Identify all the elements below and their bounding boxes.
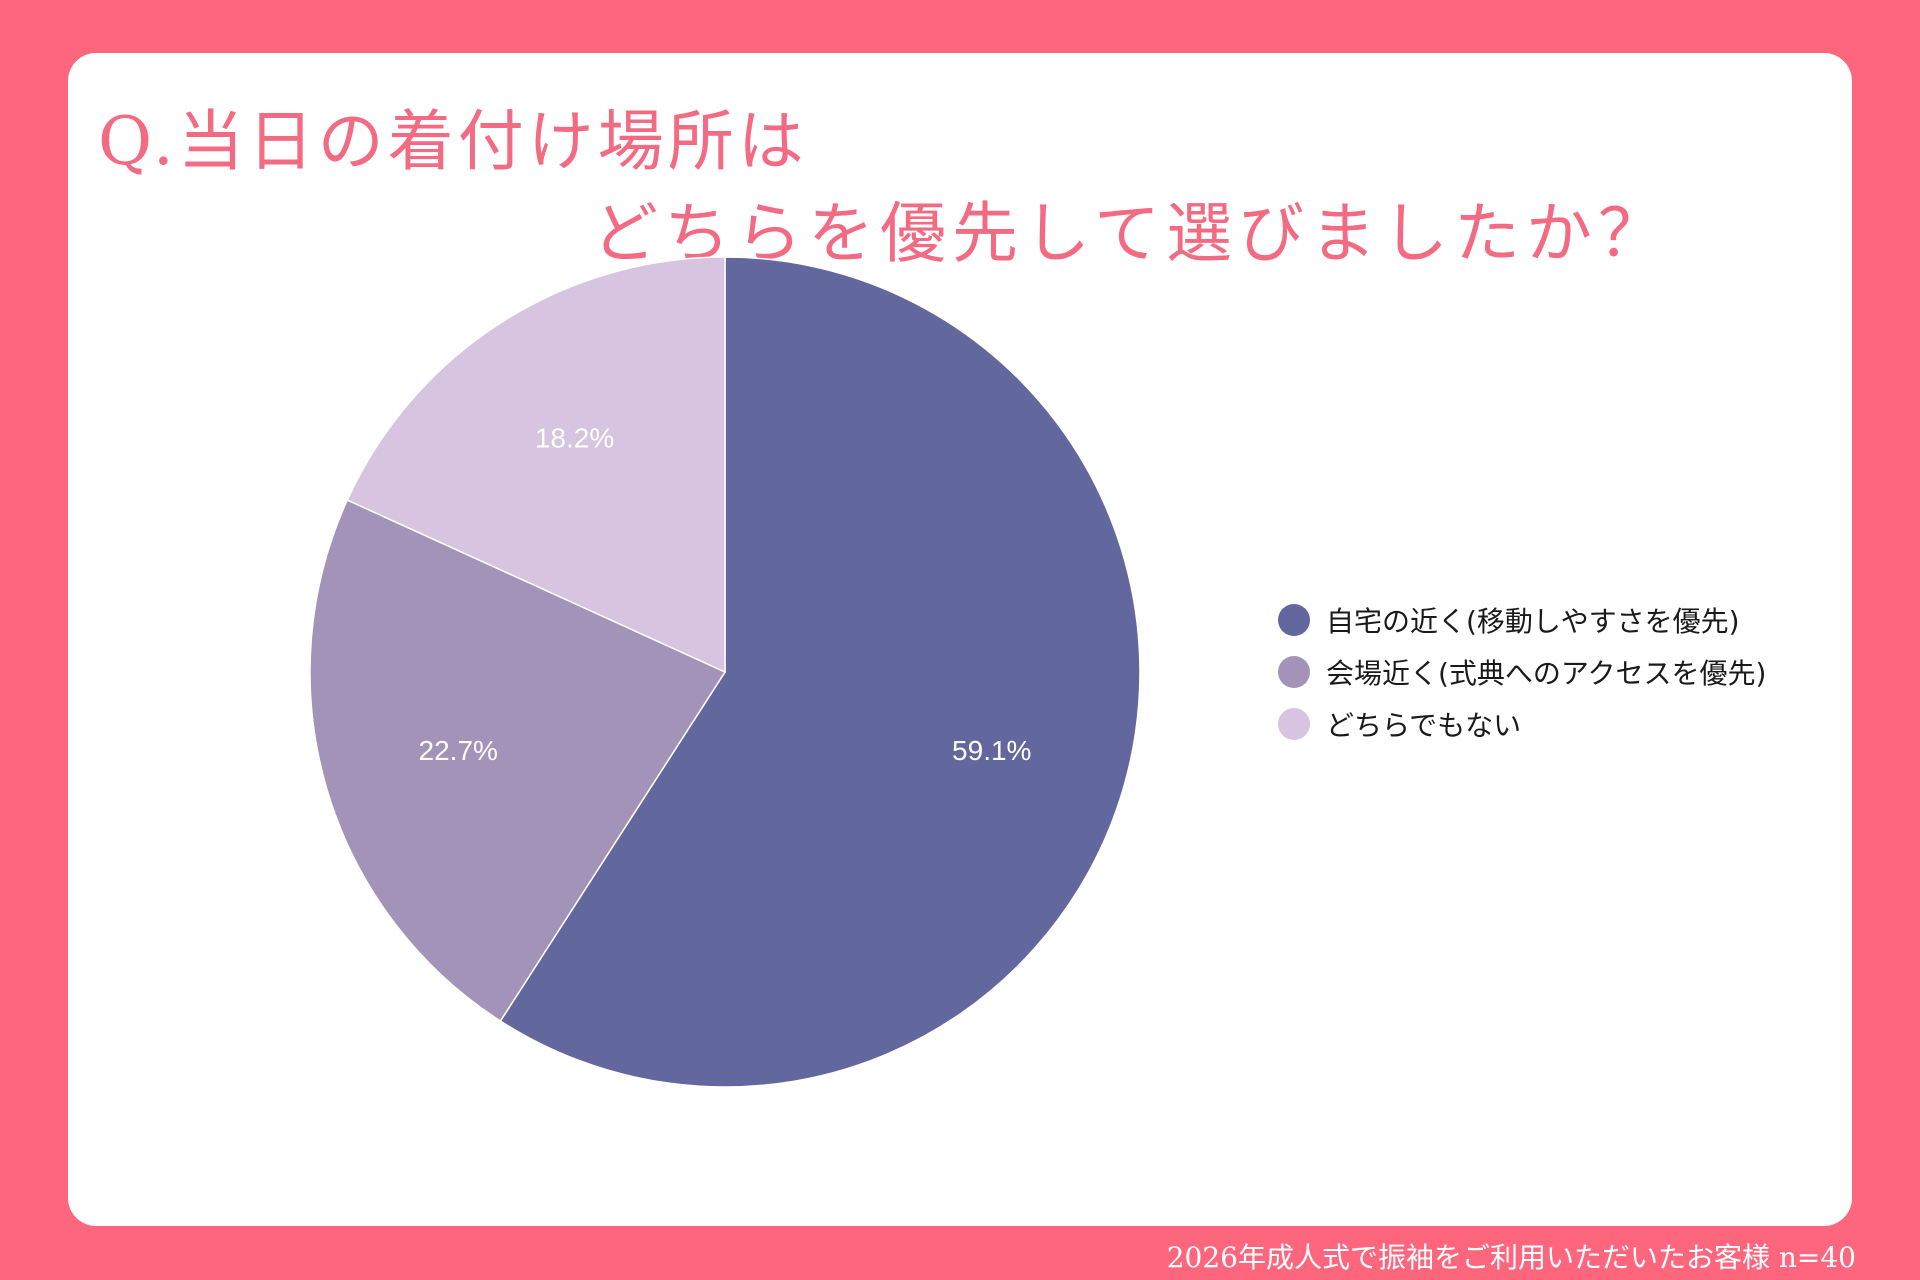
pie-slice-venue	[309, 499, 727, 1023]
legend-item-neither: どちらでもない	[1278, 698, 1766, 750]
sample-note: 2026年成人式で振袖をご利用いただいたお客様 n=40	[1166, 1241, 1856, 1274]
chart-legend: 自宅の近く(移動しやすさを優先) 会場近く(式典へのアクセスを優先) どちらでも…	[1278, 594, 1766, 750]
legend-label-neither: どちらでもない	[1326, 709, 1522, 742]
legend-swatch-neither	[1278, 708, 1310, 740]
legend-label-home: 自宅の近く(移動しやすさを優先)	[1326, 605, 1740, 638]
legend-item-home: 自宅の近く(移動しやすさを優先)	[1278, 594, 1766, 646]
chart-title-line-1: Q.当日の着付け場所は	[98, 103, 808, 180]
legend-label-venue: 会場近く(式典へのアクセスを優先)	[1326, 657, 1767, 690]
pie-label-venue: 22.7%	[419, 735, 498, 766]
pie-slice-home	[499, 256, 1141, 1088]
legend-swatch-venue	[1278, 656, 1310, 688]
legend-item-venue: 会場近く(式典へのアクセスを優先)	[1278, 646, 1766, 698]
pie-label-neither: 18.2%	[535, 423, 614, 454]
legend-swatch-home	[1278, 604, 1310, 636]
pie-slice-neither	[346, 256, 726, 674]
pie-label-home: 59.1%	[952, 735, 1031, 766]
